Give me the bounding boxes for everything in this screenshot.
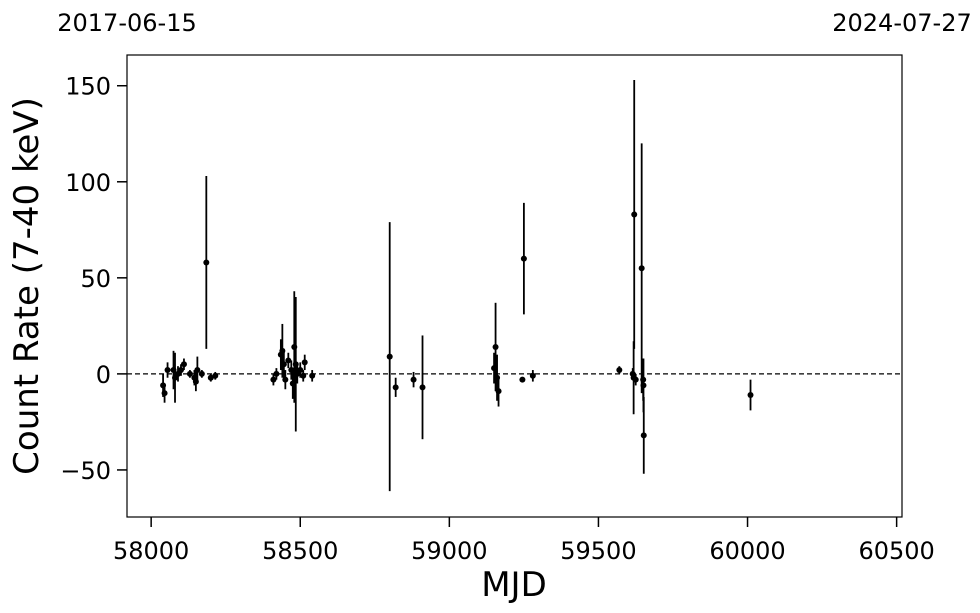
data-point (616, 367, 623, 374)
data-point (300, 372, 307, 379)
x-tick-label: 60500 (858, 537, 934, 565)
data-point (270, 376, 277, 383)
data-point (297, 367, 304, 374)
data-point (520, 255, 527, 262)
data-point (203, 259, 210, 266)
data-point (419, 384, 426, 391)
data-point (180, 361, 187, 368)
data-point (309, 372, 316, 379)
data-point (492, 343, 499, 350)
x-tick-label: 59000 (411, 537, 487, 565)
data-point (301, 359, 308, 366)
y-tick-label: 100 (65, 169, 111, 197)
y-tick-label: 0 (96, 361, 111, 389)
x-tick-label: 60000 (709, 537, 785, 565)
data-point (386, 353, 393, 360)
data-point (285, 357, 292, 364)
x-tick-label: 58500 (262, 537, 338, 565)
data-point (640, 432, 647, 439)
data-point (529, 372, 536, 379)
data-point (280, 361, 287, 368)
x-axis-label: MJD (481, 565, 547, 605)
data-point (273, 370, 280, 377)
data-point (161, 390, 168, 397)
x-tick-label: 59500 (560, 537, 636, 565)
data-point (638, 265, 645, 272)
data-point (392, 384, 399, 391)
top-tick-label: 2024-07-27 (832, 9, 971, 37)
y-axis-label: Count Rate (7-40 keV) (7, 97, 47, 475)
data-point (186, 370, 193, 377)
data-point (282, 376, 289, 383)
data-point (164, 367, 171, 374)
data-point (632, 376, 639, 383)
data-point (410, 376, 417, 383)
data-point (198, 370, 205, 377)
data-point (519, 376, 526, 383)
y-tick-label: 50 (80, 265, 111, 293)
data-point (194, 367, 201, 374)
data-point (207, 374, 214, 381)
data-point (212, 372, 219, 379)
data-point (177, 367, 184, 374)
data-point (640, 382, 647, 389)
y-tick-label: −50 (60, 457, 111, 485)
top-tick-label: 2017-06-15 (57, 9, 196, 37)
data-point (631, 211, 638, 218)
x-tick-label: 58000 (113, 537, 189, 565)
y-tick-label: 150 (65, 73, 111, 101)
data-point (495, 388, 502, 395)
plot-frame (126, 54, 903, 518)
data-point (747, 392, 754, 399)
